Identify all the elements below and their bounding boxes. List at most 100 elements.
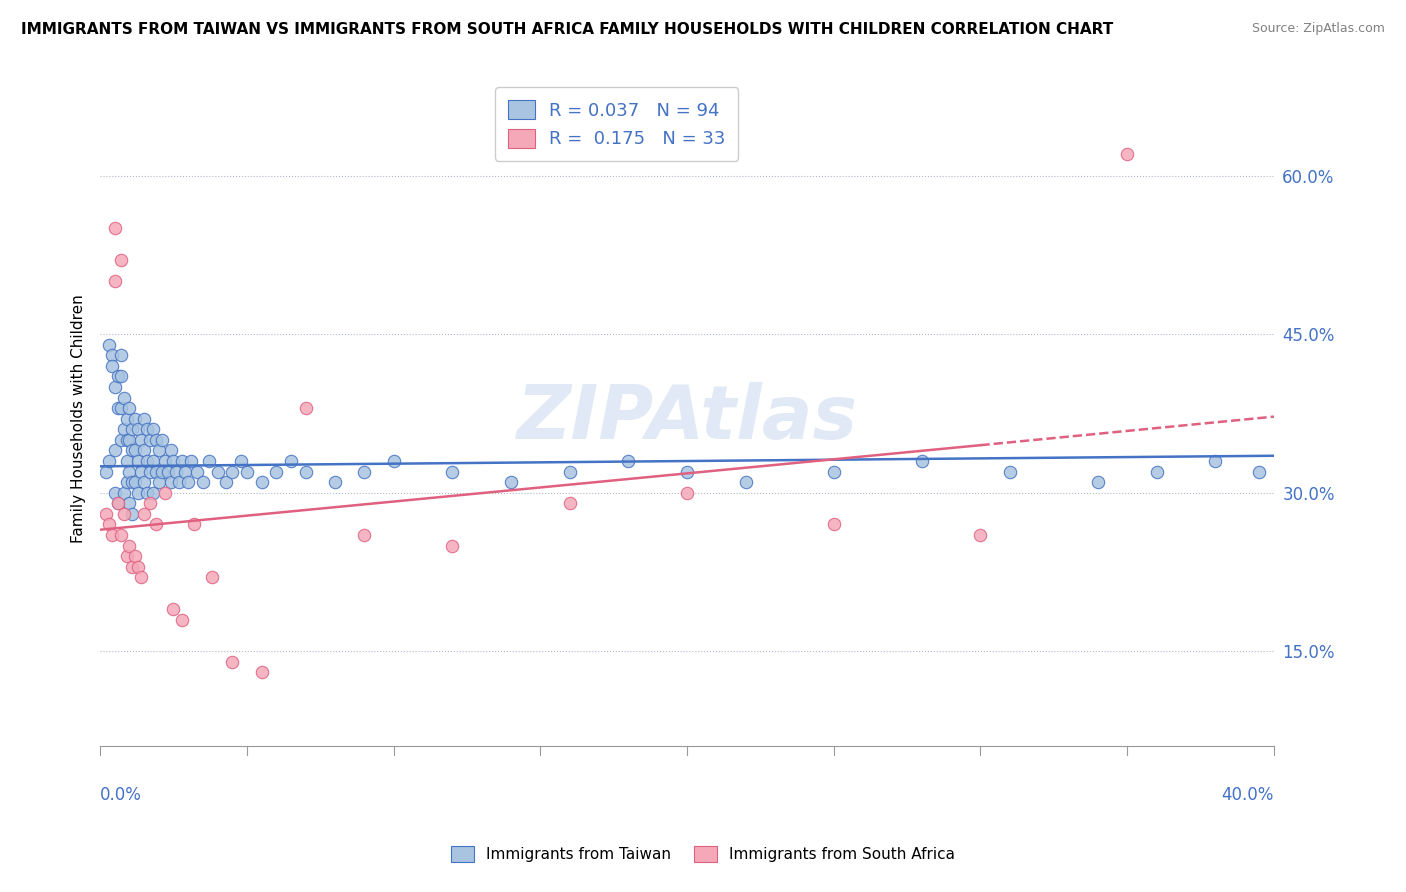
Point bbox=[121, 475, 143, 490]
Point bbox=[121, 559, 143, 574]
Point bbox=[1087, 475, 1109, 490]
Point bbox=[136, 422, 159, 436]
Point bbox=[250, 475, 273, 490]
Point bbox=[134, 443, 156, 458]
Point bbox=[250, 665, 273, 680]
Point bbox=[127, 422, 149, 436]
Point bbox=[115, 475, 138, 490]
Point bbox=[129, 433, 152, 447]
Point bbox=[97, 517, 120, 532]
Legend: R = 0.037   N = 94, R =  0.175   N = 33: R = 0.037 N = 94, R = 0.175 N = 33 bbox=[495, 87, 738, 161]
Point bbox=[197, 454, 219, 468]
Point bbox=[134, 411, 156, 425]
Point bbox=[162, 602, 184, 616]
Text: ZIPAtlas: ZIPAtlas bbox=[516, 383, 858, 455]
Point bbox=[110, 369, 132, 384]
Point bbox=[156, 465, 179, 479]
Point bbox=[127, 559, 149, 574]
Point bbox=[118, 539, 141, 553]
Point bbox=[129, 570, 152, 584]
Point bbox=[165, 465, 187, 479]
Point bbox=[136, 454, 159, 468]
Point bbox=[124, 549, 146, 564]
Point bbox=[145, 433, 167, 447]
Point bbox=[382, 454, 405, 468]
Point bbox=[121, 422, 143, 436]
Point bbox=[159, 475, 181, 490]
Point bbox=[136, 485, 159, 500]
Point bbox=[104, 274, 127, 288]
Point bbox=[110, 528, 132, 542]
Point bbox=[183, 517, 205, 532]
Point bbox=[101, 348, 124, 362]
Point bbox=[172, 613, 194, 627]
Point bbox=[115, 549, 138, 564]
Point bbox=[215, 475, 238, 490]
Point bbox=[121, 443, 143, 458]
Point bbox=[112, 422, 135, 436]
Point bbox=[104, 380, 127, 394]
Point bbox=[441, 465, 464, 479]
Point bbox=[969, 528, 991, 542]
Point bbox=[201, 570, 224, 584]
Point bbox=[127, 454, 149, 468]
Point bbox=[1204, 454, 1226, 468]
Point bbox=[112, 507, 135, 521]
Point bbox=[121, 507, 143, 521]
Point bbox=[127, 485, 149, 500]
Legend: Immigrants from Taiwan, Immigrants from South Africa: Immigrants from Taiwan, Immigrants from … bbox=[444, 839, 962, 868]
Point bbox=[124, 475, 146, 490]
Point bbox=[112, 391, 135, 405]
Point bbox=[94, 465, 117, 479]
Point bbox=[101, 359, 124, 373]
Text: IMMIGRANTS FROM TAIWAN VS IMMIGRANTS FROM SOUTH AFRICA FAMILY HOUSEHOLDS WITH CH: IMMIGRANTS FROM TAIWAN VS IMMIGRANTS FRO… bbox=[21, 22, 1114, 37]
Point bbox=[153, 454, 176, 468]
Point bbox=[177, 475, 200, 490]
Point bbox=[101, 528, 124, 542]
Point bbox=[180, 454, 202, 468]
Point bbox=[107, 401, 129, 416]
Point bbox=[97, 337, 120, 351]
Point bbox=[236, 465, 259, 479]
Point bbox=[294, 465, 316, 479]
Point bbox=[353, 528, 375, 542]
Point bbox=[150, 433, 173, 447]
Point bbox=[207, 465, 229, 479]
Point bbox=[115, 411, 138, 425]
Point bbox=[129, 465, 152, 479]
Point bbox=[162, 454, 184, 468]
Point bbox=[353, 465, 375, 479]
Point bbox=[676, 485, 699, 500]
Point bbox=[172, 454, 194, 468]
Point bbox=[1249, 465, 1271, 479]
Point bbox=[264, 465, 287, 479]
Point bbox=[118, 496, 141, 510]
Point bbox=[104, 485, 127, 500]
Point bbox=[499, 475, 522, 490]
Point bbox=[911, 454, 934, 468]
Point bbox=[115, 433, 138, 447]
Point bbox=[104, 443, 127, 458]
Y-axis label: Family Households with Children: Family Households with Children bbox=[72, 294, 86, 543]
Point bbox=[134, 507, 156, 521]
Point bbox=[142, 422, 165, 436]
Text: Source: ZipAtlas.com: Source: ZipAtlas.com bbox=[1251, 22, 1385, 36]
Point bbox=[191, 475, 214, 490]
Point bbox=[153, 485, 176, 500]
Point bbox=[174, 465, 197, 479]
Point bbox=[148, 443, 170, 458]
Point bbox=[148, 475, 170, 490]
Point bbox=[1146, 465, 1168, 479]
Point bbox=[229, 454, 252, 468]
Point bbox=[110, 401, 132, 416]
Point bbox=[558, 496, 581, 510]
Point bbox=[159, 443, 181, 458]
Point bbox=[107, 369, 129, 384]
Point bbox=[823, 517, 845, 532]
Text: 0.0%: 0.0% bbox=[100, 786, 142, 804]
Point bbox=[118, 433, 141, 447]
Point bbox=[134, 475, 156, 490]
Point bbox=[139, 465, 162, 479]
Point bbox=[221, 465, 243, 479]
Point bbox=[676, 465, 699, 479]
